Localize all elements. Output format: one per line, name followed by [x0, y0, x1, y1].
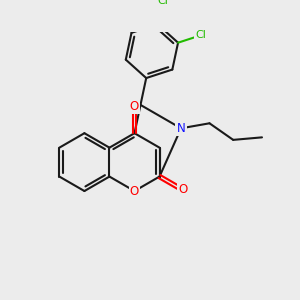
Text: O: O	[130, 100, 139, 113]
Text: Cl: Cl	[196, 30, 206, 40]
Text: O: O	[178, 183, 187, 196]
Text: Cl: Cl	[157, 0, 168, 6]
Text: N: N	[177, 122, 185, 135]
Text: O: O	[130, 184, 139, 197]
